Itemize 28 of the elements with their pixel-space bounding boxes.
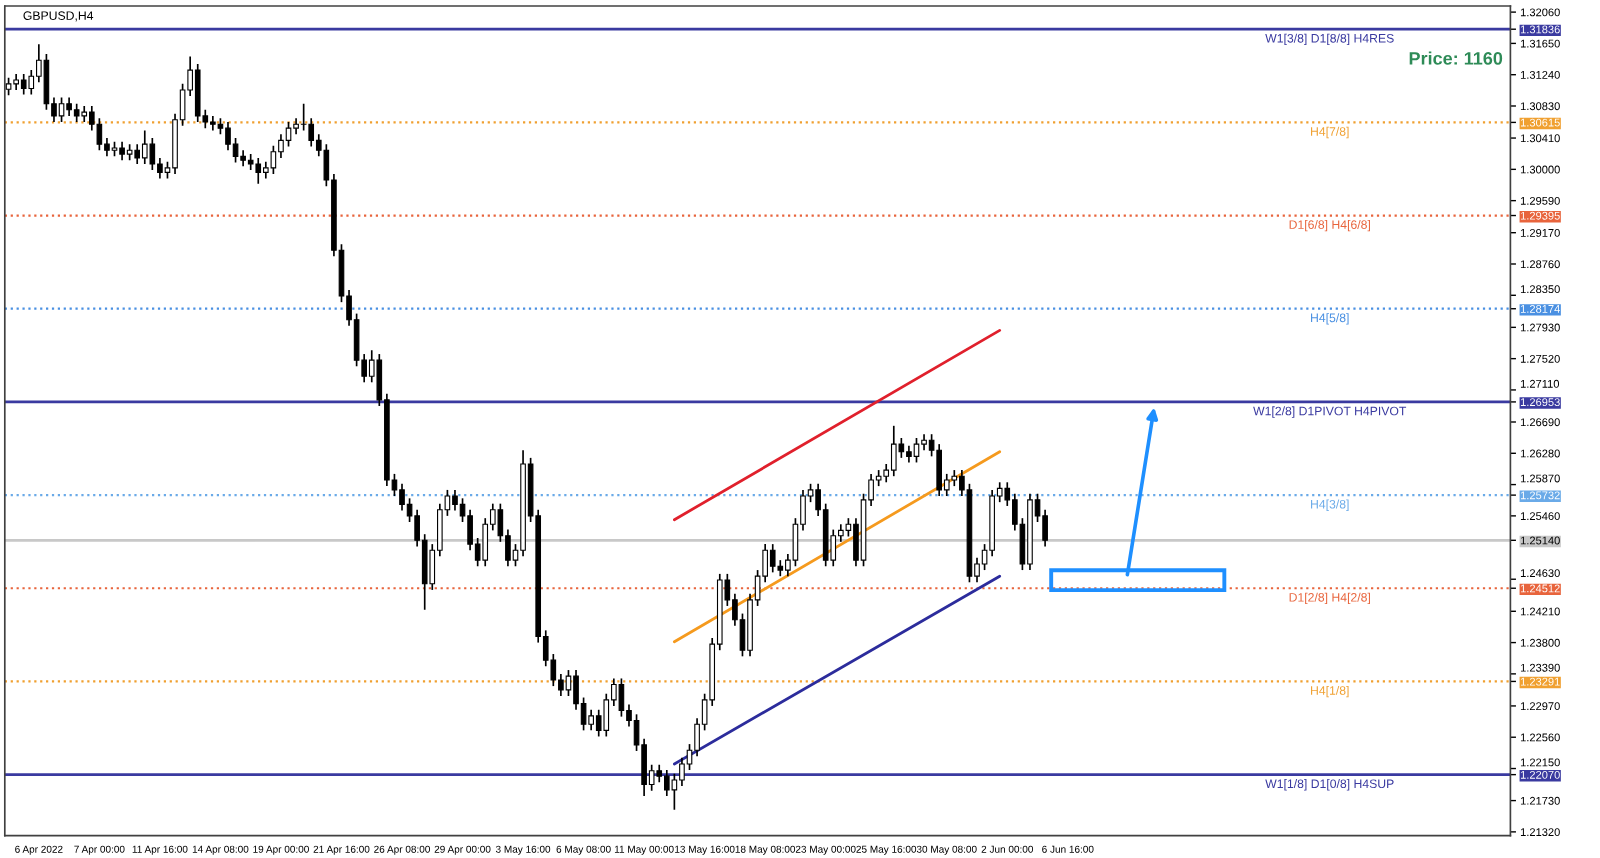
candlestick <box>194 63 201 123</box>
candlestick <box>679 757 685 787</box>
candlestick <box>769 543 776 574</box>
candlestick <box>66 96 72 117</box>
candlestick <box>603 692 610 738</box>
candlestick <box>890 424 897 478</box>
candlestick <box>255 157 262 185</box>
candlestick <box>588 708 594 732</box>
candlestick <box>58 96 65 123</box>
candlestick <box>141 129 148 165</box>
candlestick <box>134 143 141 165</box>
annotation: Price: 1160 <box>1409 51 1503 65</box>
candlestick <box>452 489 458 512</box>
candlestick <box>20 73 27 96</box>
candlestick <box>149 137 156 171</box>
candlestick <box>225 121 231 152</box>
candlestick <box>663 769 670 797</box>
candlestick <box>73 102 80 123</box>
candlestick <box>618 677 625 718</box>
candlestick <box>119 141 125 162</box>
candlestick <box>308 117 315 148</box>
candlestick <box>285 121 292 148</box>
candlestick <box>565 669 572 697</box>
candlestick <box>913 437 920 464</box>
candlestick <box>399 482 405 512</box>
candlestick <box>482 517 489 568</box>
candlestick <box>936 443 943 497</box>
candlestick <box>270 144 277 175</box>
